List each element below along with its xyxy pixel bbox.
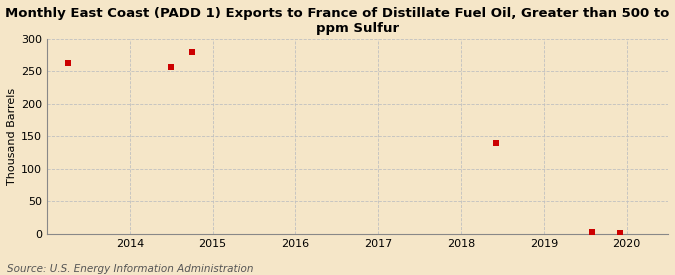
Title: Monthly East Coast (PADD 1) Exports to France of Distillate Fuel Oil, Greater th: Monthly East Coast (PADD 1) Exports to F… [5,7,675,35]
Point [62,61,73,65]
Text: Source: U.S. Energy Information Administration: Source: U.S. Energy Information Administ… [7,264,253,274]
Point [587,230,597,234]
Point [186,50,197,54]
Y-axis label: Thousand Barrels: Thousand Barrels [7,88,17,185]
Point [615,230,626,235]
Point [166,65,177,69]
Point [491,141,502,145]
